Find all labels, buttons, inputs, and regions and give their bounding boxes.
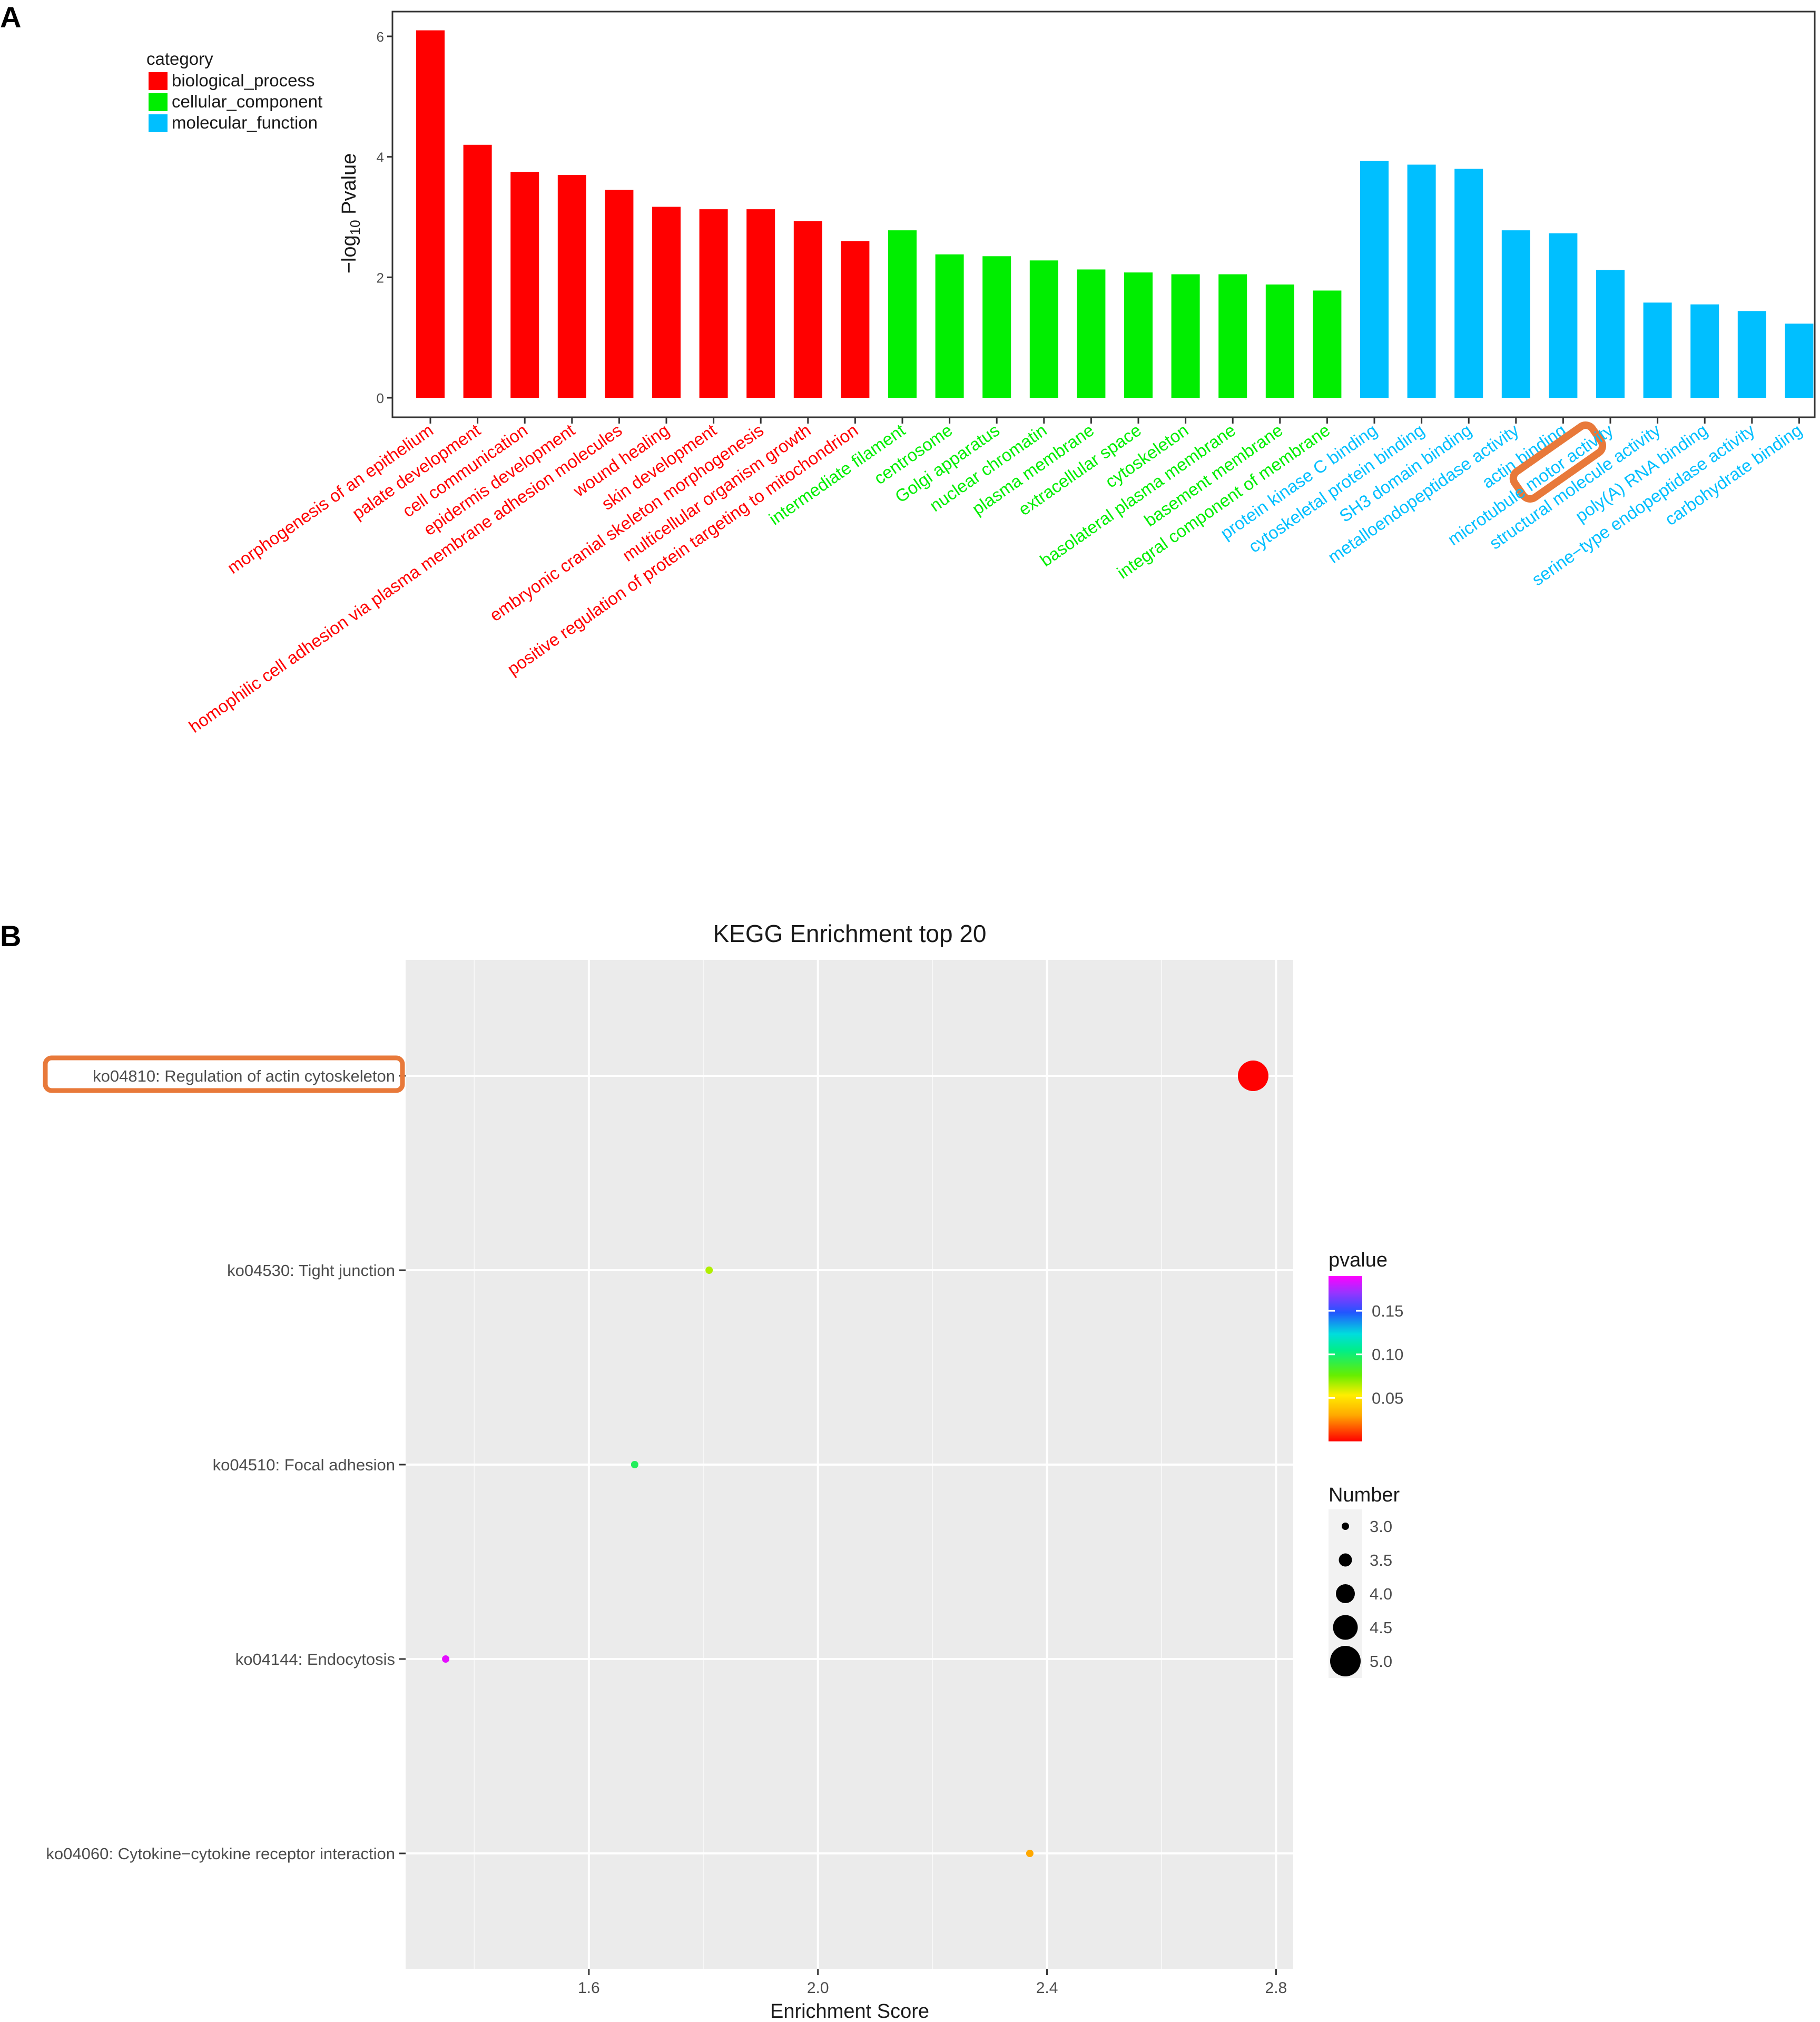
bubble-chart-points (442, 1061, 1268, 1857)
bar (1124, 272, 1153, 398)
x-tick-label: 2.4 (1036, 1979, 1058, 1997)
kegg-enrichment-bubble-chart: KEGG Enrichment top 20 ko04810: Regulati… (43, 920, 1403, 2022)
pvalue-colorbar-legend: pvalue 0.05 0.10 0.15 (1329, 1249, 1403, 1441)
bar (982, 256, 1011, 398)
bar (1265, 284, 1294, 398)
pathway-point (631, 1461, 638, 1468)
y-tick-label: 6 (377, 29, 384, 45)
pathway-label: ko04510: Focal adhesion (213, 1456, 395, 1474)
colorbar-title: pvalue (1329, 1249, 1388, 1271)
pathway-label: ko04810: Regulation of actin cytoskeleto… (93, 1067, 395, 1085)
y-axis-title-suffix: Pvalue (338, 153, 360, 220)
pathway-point (1026, 1850, 1034, 1857)
bar (1454, 169, 1483, 398)
size-legend-dot (1342, 1523, 1349, 1530)
legend-swatch (149, 72, 168, 90)
bar (1596, 270, 1625, 398)
bar (888, 230, 917, 398)
y-tick-label: 2 (377, 270, 384, 286)
pathway-label: ko04530: Tight junction (227, 1261, 395, 1280)
pathway-label: ko04144: Endocytosis (235, 1650, 395, 1668)
bar (1737, 311, 1766, 398)
x-tick-label: 1.6 (578, 1979, 600, 1997)
bubble-chart-x-axis-title: Enrichment Score (770, 2000, 929, 2022)
bar (1360, 161, 1389, 398)
bar (935, 254, 964, 398)
bar (1171, 274, 1200, 398)
bar (1690, 304, 1719, 398)
pathway-point (442, 1655, 450, 1663)
bar (510, 172, 539, 398)
bubble-chart-grid (406, 960, 1293, 1969)
bar (746, 209, 775, 398)
legend-label: molecular_function (172, 113, 318, 132)
bar (699, 209, 728, 398)
pathway-point (705, 1267, 713, 1274)
size-legend-dot (1330, 1646, 1361, 1676)
size-legend-dot (1339, 1553, 1352, 1567)
y-tick-label: 4 (377, 150, 384, 165)
legend-swatch (149, 93, 168, 111)
bar (1029, 260, 1058, 398)
bar (652, 207, 681, 398)
bar-chart-y-axis: 0 2 4 6 (377, 29, 392, 406)
actin-binding-highlight-box (1509, 421, 1607, 503)
bar (605, 190, 634, 398)
bar-chart-legend: category biological_process cellular_comp… (146, 49, 322, 132)
panel-label-a: A (0, 1, 21, 34)
bar (1501, 230, 1530, 398)
bar (557, 174, 586, 398)
colorbar-tick-label: 0.15 (1372, 1302, 1403, 1320)
bar (463, 144, 492, 398)
legend-swatch (149, 114, 168, 132)
y-axis-title-prefix: −log (338, 235, 360, 273)
bubble-chart-x-axis: 1.6 2.0 2.4 2.8 (578, 1969, 1287, 1997)
pathway-highlight-box (43, 1055, 405, 1093)
bar (841, 241, 870, 398)
number-size-legend: Number 3.0 3.5 4.0 4.5 5.0 (1329, 1484, 1400, 1678)
colorbar-tick-label: 0.10 (1372, 1346, 1403, 1364)
bubble-chart-pathway-labels: ko04810: Regulation of actin cytoskeleto… (43, 1055, 406, 1863)
pathway-label: ko04060: Cytokine−cytokine receptor inte… (46, 1844, 395, 1863)
size-legend-label: 3.0 (1370, 1517, 1392, 1536)
colorbar-tick-label: 0.05 (1372, 1389, 1403, 1407)
y-tick-label: 0 (377, 390, 384, 406)
bar-chart-y-axis-title: −log10 Pvalue (338, 153, 363, 274)
size-legend-label: 3.5 (1370, 1551, 1392, 1569)
pathway-point (1237, 1061, 1268, 1091)
bar (793, 221, 822, 398)
x-tick-label: 2.0 (807, 1979, 829, 1997)
legend-title: category (146, 49, 213, 68)
bar (1785, 323, 1814, 398)
bubble-chart-title: KEGG Enrichment top 20 (713, 920, 986, 947)
x-tick-label: 2.8 (1265, 1979, 1287, 1997)
size-legend-label: 4.5 (1370, 1618, 1392, 1637)
bar (1077, 269, 1106, 398)
size-legend-title: Number (1329, 1484, 1400, 1506)
bar (1407, 164, 1436, 398)
panel-label-b: B (0, 919, 21, 953)
size-legend-dot (1336, 1584, 1355, 1603)
y-axis-title-subscript: 10 (347, 220, 363, 235)
legend-label: cellular_component (172, 92, 322, 111)
bar (1313, 290, 1342, 398)
bar (1549, 233, 1578, 398)
legend-label: biological_process (172, 71, 315, 90)
size-legend-dot (1333, 1615, 1358, 1640)
bar (416, 30, 445, 398)
bar (1643, 302, 1672, 398)
size-legend-label: 4.0 (1370, 1585, 1392, 1603)
bar-chart-bars (416, 30, 1814, 398)
size-legend-label: 5.0 (1370, 1652, 1392, 1671)
bar (1218, 274, 1247, 398)
colorbar-gradient (1329, 1276, 1362, 1441)
